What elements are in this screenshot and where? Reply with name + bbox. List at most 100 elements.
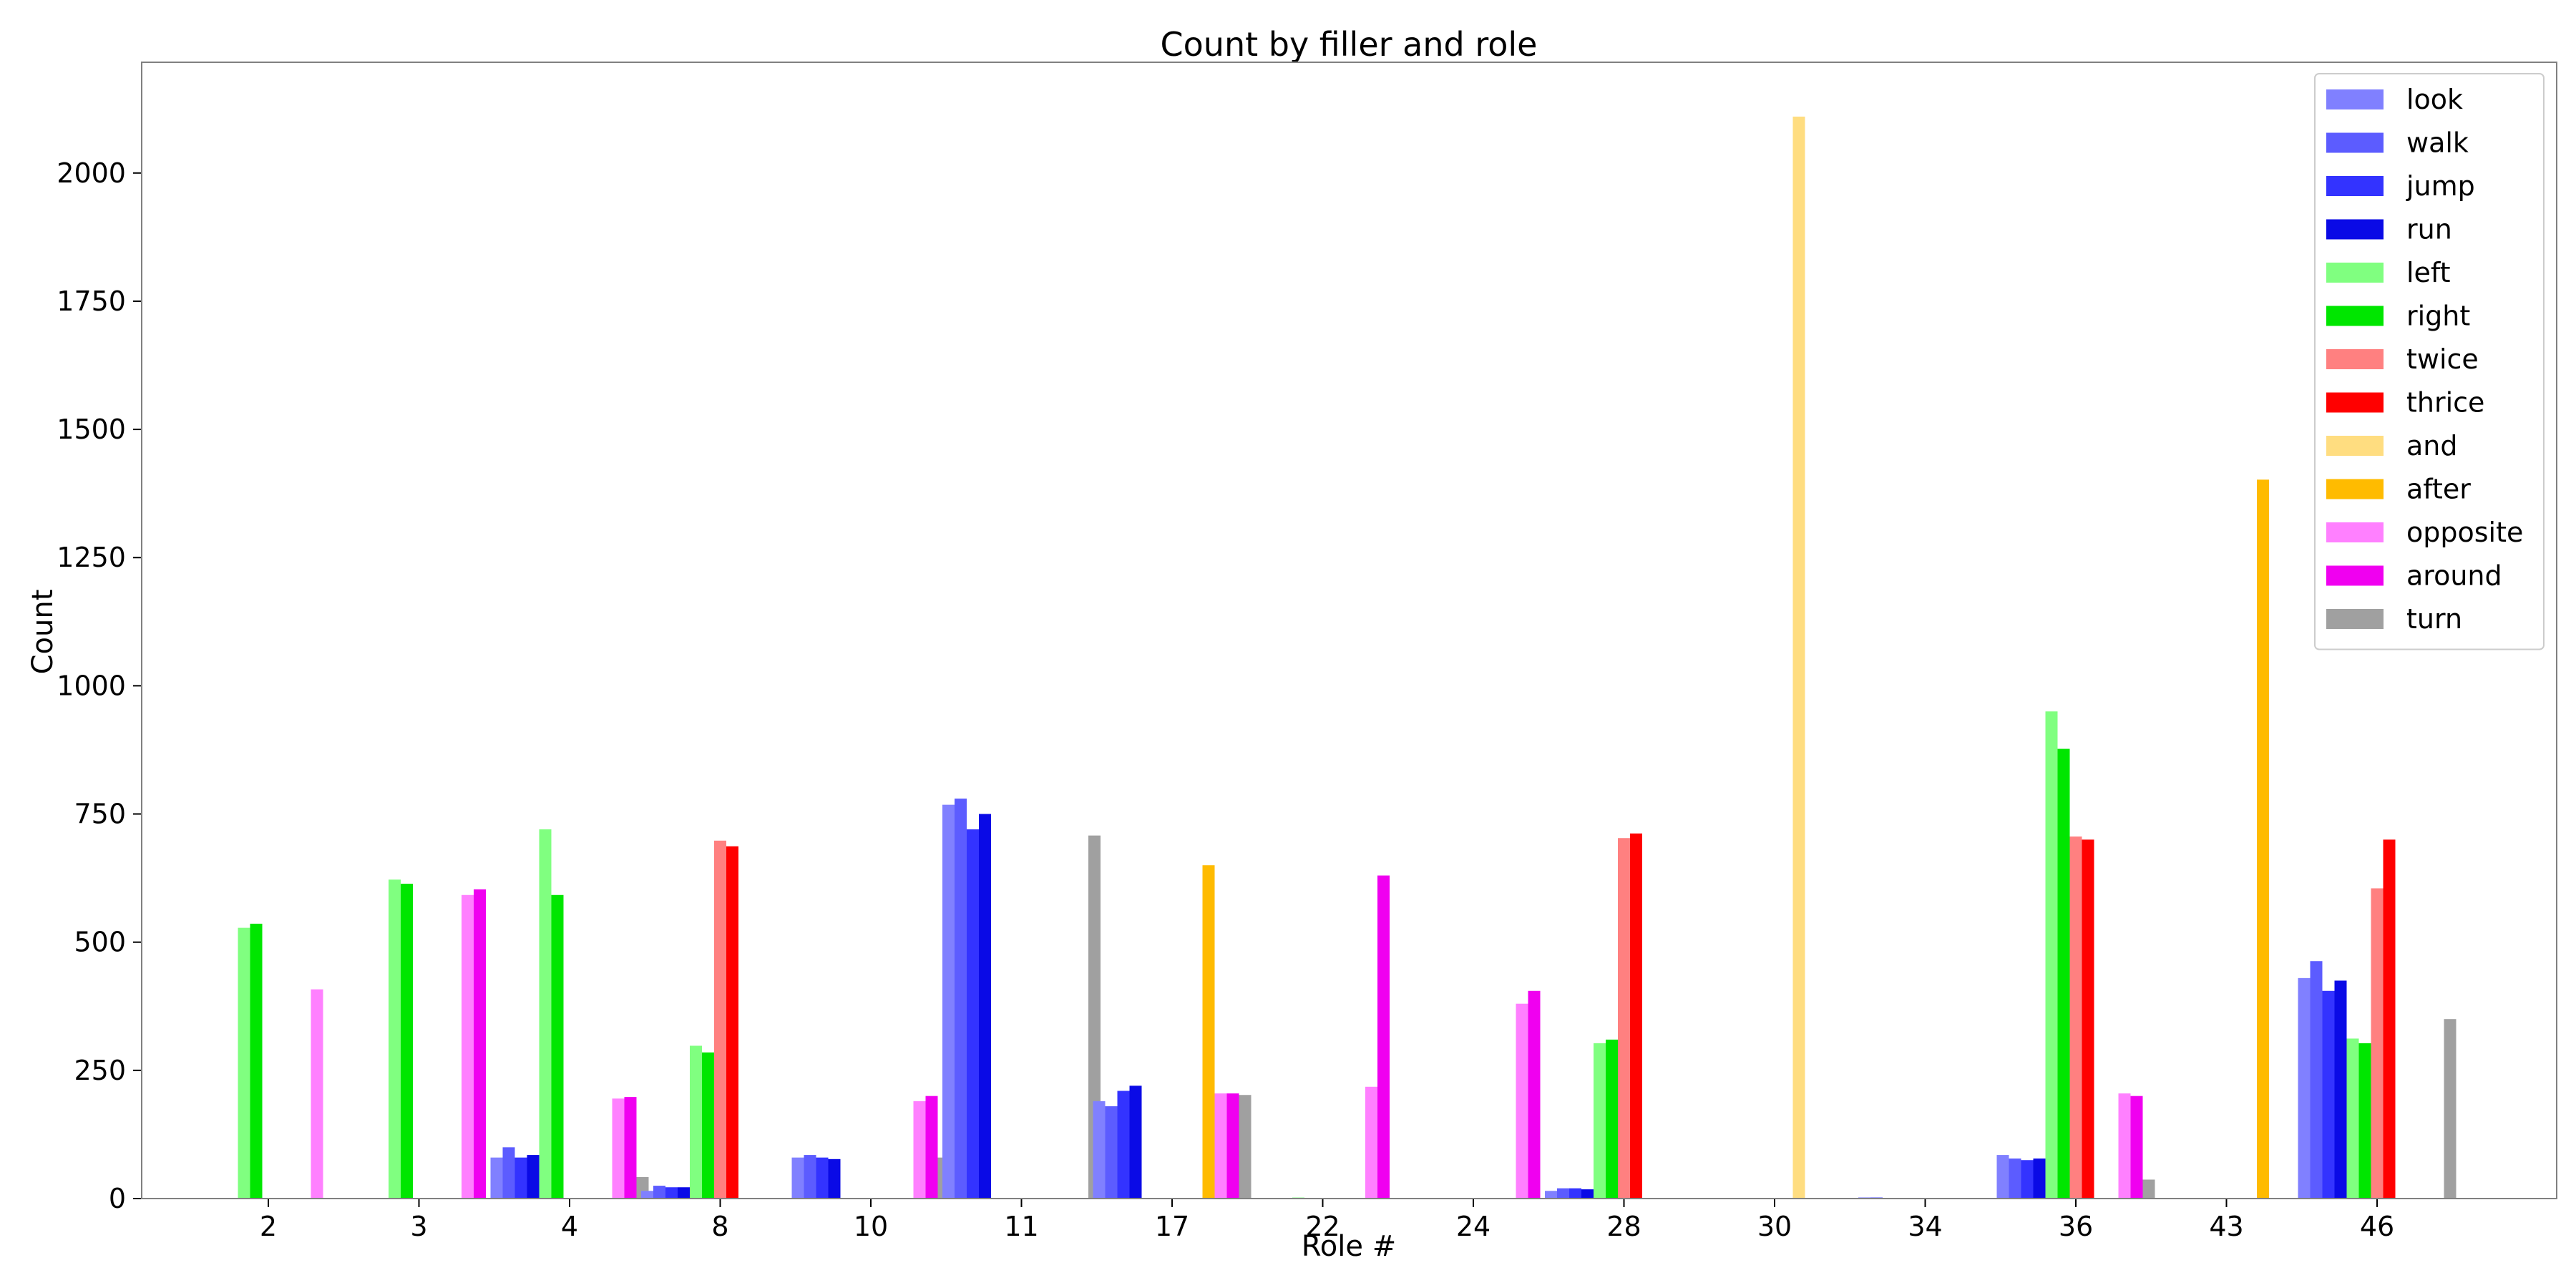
bar-look-10: [791, 1157, 804, 1199]
x-tick-label: 30: [1757, 1211, 1792, 1242]
y-tick-label: 2000: [57, 157, 126, 189]
bar-run-10: [828, 1158, 841, 1199]
bar-around-10: [925, 1096, 938, 1199]
bar-left-46: [2346, 1038, 2359, 1199]
bar-twice-36: [2069, 836, 2082, 1199]
x-tick-label: 24: [1456, 1211, 1491, 1242]
bar-thrice-36: [2082, 839, 2094, 1199]
bar-twice-46: [2371, 888, 2384, 1199]
bar-jump-36: [2021, 1160, 2034, 1199]
x-tick-label: 8: [711, 1211, 728, 1242]
bar-left-36: [2045, 711, 2058, 1199]
bar-run-17: [1129, 1085, 1142, 1199]
y-tick-label: 500: [74, 927, 126, 958]
bar-walk-36: [2009, 1158, 2021, 1199]
bar-opposite-10: [913, 1101, 926, 1199]
y-axis-label: Count: [26, 590, 59, 675]
bar-around-24: [1528, 990, 1541, 1199]
bar-left-28: [1594, 1043, 1606, 1199]
bar-jump-10: [816, 1157, 829, 1199]
bar-thrice-46: [2383, 839, 2396, 1199]
bar-left-2: [238, 927, 250, 1199]
chart-title: Count by filler and role: [1161, 25, 1538, 64]
bar-thrice-28: [1630, 833, 1642, 1199]
y-axis: 0 250 500 750 1000 1250 1500 1750 2000: [57, 157, 142, 1214]
x-tick-label: 43: [2209, 1211, 2243, 1242]
bar-run-28: [1581, 1189, 1594, 1199]
legend-swatch-walk: [2326, 132, 2384, 153]
y-tick-label: 1250: [57, 542, 126, 573]
legend-label-thrice: thrice: [2406, 387, 2484, 419]
bar-right-36: [2057, 748, 2070, 1199]
bar-walk-11: [955, 799, 967, 1199]
legend-swatch-thrice: [2326, 392, 2384, 413]
bar-run-36: [2033, 1158, 2046, 1199]
legend-swatch-look: [2326, 89, 2384, 109]
x-tick-label: 34: [1908, 1211, 1942, 1242]
bar-jump-11: [967, 829, 979, 1199]
bar-jump-8: [665, 1187, 678, 1199]
bar-twice-8: [714, 840, 726, 1199]
bar-right-28: [1606, 1039, 1618, 1199]
bar-and-30: [1792, 116, 1805, 1199]
bar-twice-28: [1618, 838, 1630, 1199]
bar-jump-28: [1569, 1188, 1581, 1199]
y-tick-label: 1500: [57, 414, 126, 445]
x-axis: 2 3 4 8 10 11 17 22 24 28 30 34 36 43 46: [260, 1199, 2394, 1242]
legend: look walk jump run left right twice thrice and af…: [2314, 73, 2545, 650]
legend-label-right: right: [2406, 301, 2470, 332]
legend-box: [2314, 73, 2545, 650]
x-tick-label: 28: [1606, 1211, 1641, 1242]
bar-opposite-3: [462, 894, 474, 1199]
legend-label-after: after: [2406, 474, 2471, 505]
bar-run-46: [2334, 980, 2347, 1199]
bar-opposite-2: [311, 989, 323, 1199]
legend-label-jump: jump: [2406, 170, 2475, 202]
bar-look-11: [942, 804, 955, 1199]
y-tick-label: 1000: [57, 670, 126, 701]
y-tick-label: 1750: [57, 286, 126, 317]
bar-around-4: [624, 1097, 637, 1199]
bars-layer: [238, 116, 2457, 1199]
legend-swatch-twice: [2326, 349, 2384, 369]
bar-jump-4: [514, 1157, 527, 1199]
bar-right-46: [2358, 1043, 2371, 1199]
bar-right-8: [702, 1052, 714, 1199]
x-tick-label: 10: [854, 1211, 888, 1242]
bar-look-46: [2298, 977, 2311, 1199]
bar-walk-17: [1105, 1106, 1118, 1199]
legend-label-opposite: opposite: [2406, 517, 2523, 548]
bar-walk-10: [804, 1155, 816, 1199]
bar-run-11: [979, 814, 991, 1199]
bar-look-28: [1545, 1191, 1557, 1199]
legend-label-and: and: [2406, 430, 2458, 462]
legend-label-around: around: [2406, 560, 2502, 592]
bar-opposite-22: [1365, 1086, 1377, 1199]
legend-label-turn: turn: [2406, 603, 2462, 635]
bar-thrice-8: [726, 846, 738, 1199]
bar-look-36: [1996, 1155, 2009, 1199]
legend-swatch-jump: [2326, 176, 2384, 196]
legend-swatch-after: [2326, 479, 2384, 499]
legend-swatch-run: [2326, 219, 2384, 240]
legend-label-left: left: [2406, 257, 2451, 288]
bar-turn-46: [2444, 1019, 2457, 1199]
x-axis-label: Role #: [1302, 1230, 1396, 1263]
x-tick-label: 36: [2059, 1211, 2093, 1242]
bar-left-3: [389, 879, 401, 1199]
bar-walk-8: [653, 1186, 665, 1199]
legend-swatch-opposite: [2326, 522, 2384, 542]
bar-around-3: [474, 889, 486, 1199]
legend-swatch-and: [2326, 436, 2384, 456]
bar-look-4: [490, 1157, 503, 1199]
bar-opposite-24: [1516, 1003, 1528, 1199]
x-tick-label: 2: [260, 1211, 277, 1242]
legend-swatch-around: [2326, 565, 2384, 586]
bar-opposite-17: [1214, 1093, 1227, 1199]
x-tick-label: 3: [410, 1211, 427, 1242]
legend-label-twice: twice: [2406, 343, 2479, 375]
bar-opposite-36: [2118, 1093, 2131, 1199]
bar-left-8: [690, 1045, 702, 1199]
